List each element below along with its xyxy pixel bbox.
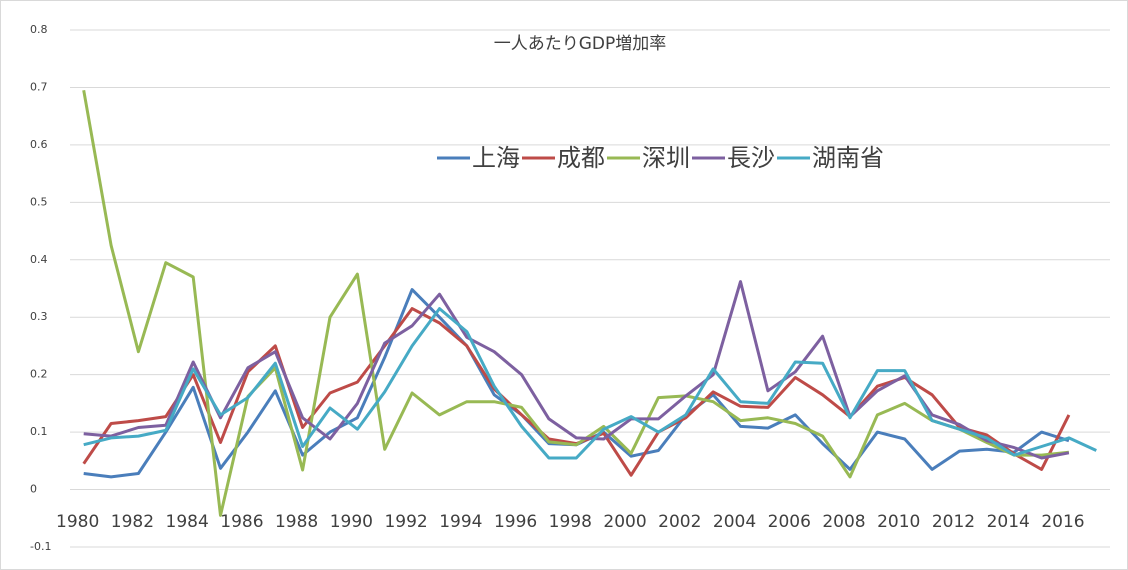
y-tick-label: 0.6 xyxy=(30,138,48,151)
y-tick-label: 0.7 xyxy=(30,80,48,93)
chart-title: 一人あたりGDP増加率 xyxy=(494,34,667,54)
y-tick-label: 0.5 xyxy=(30,195,48,208)
x-tick-label: 2010 xyxy=(877,512,920,532)
legend-label: 上海 xyxy=(472,144,520,172)
x-tick-label: 2002 xyxy=(658,512,701,532)
x-tick-label: 1982 xyxy=(111,512,154,532)
x-tick-label: 2012 xyxy=(932,512,975,532)
x-tick-label: 1996 xyxy=(494,512,537,532)
x-tick-label: 2008 xyxy=(822,512,865,532)
x-tick-label: 2014 xyxy=(987,512,1030,532)
y-tick-label: 0.1 xyxy=(30,425,48,438)
x-tick-label: 2004 xyxy=(713,512,756,532)
series-line xyxy=(83,307,1097,460)
series-line xyxy=(83,280,1070,460)
legend-label: 成都 xyxy=(557,144,605,172)
x-tick-label: 1992 xyxy=(384,512,427,532)
legend-label: 湖南省 xyxy=(812,144,884,172)
x-tick-label: 1994 xyxy=(439,512,482,532)
x-tick-label: 1990 xyxy=(330,512,373,532)
legend-label: 深圳 xyxy=(642,144,690,172)
y-tick-label: 0.2 xyxy=(30,368,48,381)
y-tick-label: 0.3 xyxy=(30,310,48,323)
y-tick-label: 0.8 xyxy=(30,23,48,36)
x-tick-label: 2016 xyxy=(1041,512,1084,532)
x-tick-label: 1986 xyxy=(220,512,263,532)
y-tick-label: 0 xyxy=(30,483,37,496)
x-tick-label: 1980 xyxy=(56,512,99,532)
x-tick-label: 1988 xyxy=(275,512,318,532)
y-tick-label: -0.1 xyxy=(30,540,51,553)
legend-label: 長沙 xyxy=(727,144,775,172)
x-tick-label: 1984 xyxy=(166,512,209,532)
x-tick-label: 2006 xyxy=(768,512,811,532)
x-tick-label: 2000 xyxy=(603,512,646,532)
x-tick-label: 1998 xyxy=(549,512,592,532)
y-tick-label: 0.4 xyxy=(30,253,48,266)
